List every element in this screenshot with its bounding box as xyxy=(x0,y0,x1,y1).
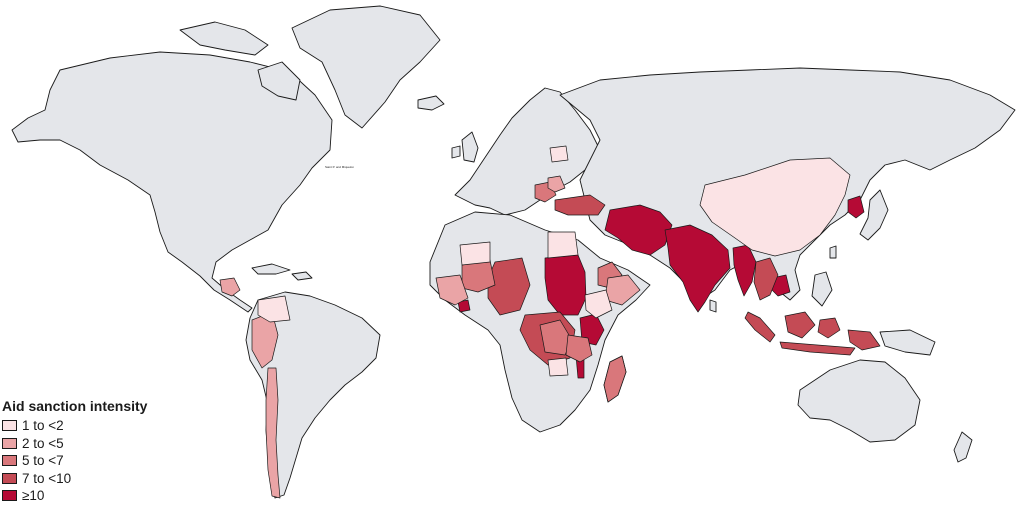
land-north-america xyxy=(11,51,333,313)
country-india xyxy=(664,224,731,313)
country-tanzania xyxy=(565,334,593,363)
legend-swatch-3 xyxy=(2,455,17,467)
country-indonesia-sumatra xyxy=(744,311,776,343)
legend-label-1: 1 to <2 xyxy=(22,418,64,434)
land-new-guinea xyxy=(879,329,936,356)
legend-label-4: 7 to <10 xyxy=(22,470,72,486)
country-central-america xyxy=(219,277,241,297)
country-zimbabwe-region xyxy=(547,357,569,377)
land-greenland xyxy=(291,5,441,129)
legend-item-4: 7 to <10 xyxy=(2,470,162,488)
land-hispaniola xyxy=(291,271,313,281)
legend-swatch-5 xyxy=(2,490,17,502)
saint-pierre-label: Saint P. and Miquelon xyxy=(325,165,354,169)
legend-item-3: 5 to <7 xyxy=(2,452,162,470)
land-uk xyxy=(461,131,479,163)
land-ireland xyxy=(451,145,461,159)
land-philippines xyxy=(811,271,833,307)
country-north-korea xyxy=(847,195,865,219)
legend-item-5: ≥10 xyxy=(2,487,162,505)
legend-swatch-2 xyxy=(2,437,17,449)
country-eastern-europe xyxy=(547,175,566,193)
legend-item-1: 1 to <2 xyxy=(2,417,162,435)
legend-title: Aid sanction intensity xyxy=(2,398,148,414)
legend-label-5: ≥10 xyxy=(22,488,45,504)
land-taiwan xyxy=(829,245,837,259)
country-colombia xyxy=(257,295,291,323)
country-layer xyxy=(219,145,881,499)
land-arctic-islands xyxy=(179,21,269,56)
country-papua xyxy=(847,329,881,351)
legend-swatch-4 xyxy=(2,472,17,484)
land-iceland xyxy=(417,95,445,111)
country-west-africa xyxy=(435,274,469,306)
country-egypt xyxy=(547,231,579,259)
land-south-america xyxy=(245,291,381,499)
legend-item-2: 2 to <5 xyxy=(2,435,162,453)
country-madagascar xyxy=(603,355,627,403)
legend-swatch-1 xyxy=(2,420,17,432)
land-australia xyxy=(797,359,921,443)
country-timor-region xyxy=(779,341,856,356)
country-chile xyxy=(265,367,281,499)
country-algeria-region xyxy=(459,241,491,266)
country-china xyxy=(699,157,851,257)
country-belarus xyxy=(549,145,569,163)
land-cuba xyxy=(251,263,291,275)
country-liberia xyxy=(457,299,471,313)
land-japan xyxy=(859,189,889,241)
country-turkey-region xyxy=(554,194,606,216)
country-thailand-laos xyxy=(753,257,779,301)
land-sri-lanka xyxy=(709,299,717,313)
country-sudan xyxy=(544,254,587,316)
legend-label-3: 5 to <7 xyxy=(22,453,64,469)
legend: Aid sanction intensity 1 to <2 2 to <5 5… xyxy=(2,398,162,504)
legend-label-2: 2 to <5 xyxy=(22,435,64,451)
country-indonesia-borneo xyxy=(784,311,816,339)
base-land xyxy=(11,5,1016,499)
country-ethiopia-region xyxy=(584,289,613,319)
land-europe xyxy=(454,87,601,216)
land-new-zealand xyxy=(953,431,973,463)
land-baffin xyxy=(257,61,301,101)
country-indonesia-east xyxy=(817,317,841,339)
country-afghanistan-pakistan xyxy=(604,204,673,256)
